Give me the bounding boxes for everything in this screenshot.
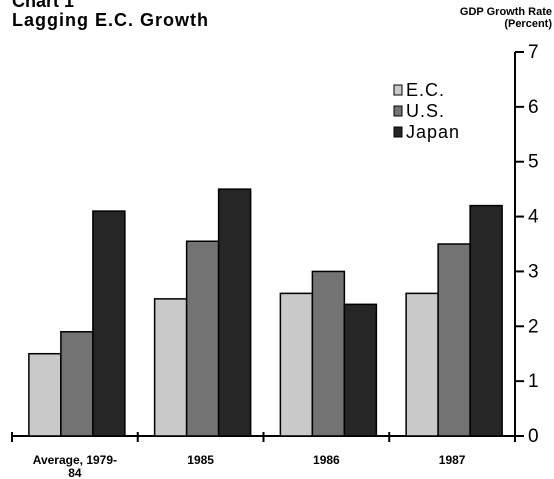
x-tick-label: Average, 1979-84	[32, 453, 118, 479]
y-tick-label: 7	[528, 42, 539, 63]
legend-swatch	[393, 105, 403, 117]
y-tick-label: 5	[528, 152, 539, 173]
y-tick-label: 1	[528, 371, 539, 392]
bar	[311, 270, 346, 437]
bar	[217, 188, 252, 437]
legend-swatch	[393, 84, 403, 96]
legend-label: E.C.	[406, 80, 445, 100]
y-tick-label: 2	[528, 316, 539, 337]
bar	[279, 292, 314, 437]
x-tick-label: 1987	[438, 453, 466, 467]
bar	[60, 331, 94, 437]
bar	[153, 298, 188, 437]
y-tick-label: 3	[528, 261, 539, 282]
bar	[92, 210, 126, 437]
y-tick-label: 4	[528, 207, 539, 228]
chart-subtitle: Lagging E.C. Growth	[12, 10, 209, 30]
bar	[469, 204, 503, 437]
bar	[343, 303, 378, 437]
legend-swatch	[393, 126, 403, 138]
y-tick-label: 0	[528, 426, 539, 447]
legend-label: Japan	[406, 122, 460, 142]
x-tick-label: 1985	[187, 453, 214, 467]
bar	[437, 243, 471, 437]
bar	[28, 352, 62, 437]
bar	[185, 240, 220, 437]
x-tick-label: 1986	[313, 453, 340, 467]
y-axis-label: GDP Growth Rate	[460, 6, 552, 18]
y-tick-label: 6	[528, 97, 539, 118]
bar	[405, 292, 439, 437]
y-axis-unit: (Percent)	[504, 18, 552, 30]
chart-title: Chart 1	[12, 0, 74, 11]
legend-label: U.S.	[406, 101, 445, 121]
